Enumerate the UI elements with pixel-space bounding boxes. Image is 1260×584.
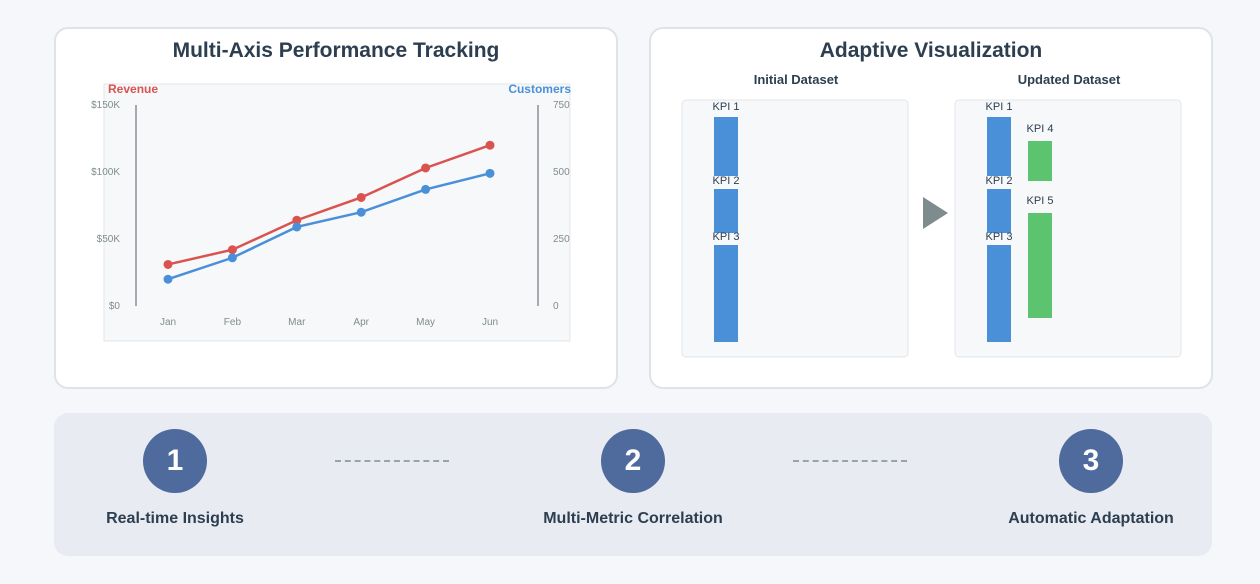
right-tick-label: 750: [553, 100, 570, 111]
x-tick-label: Jun: [482, 317, 498, 328]
line-chart: Revenue Customers $0 $50K $100K $150K 0 250 500 7…: [91, 82, 571, 342]
updated-kpi-label: KPI 1: [986, 101, 1013, 113]
data-point-revenue: [163, 259, 173, 269]
step-3: 3 Automatic Adaptation: [961, 413, 1221, 556]
left-tick-label: $0: [109, 301, 121, 312]
data-point-revenue: [356, 192, 366, 202]
initial-kpi-bar: [714, 117, 738, 176]
right-axis-label: Customers: [508, 82, 571, 96]
step-number: 2: [601, 429, 665, 493]
adaptive-visualization-card: Adaptive Visualization Initial Dataset Up…: [649, 27, 1213, 389]
updated-dataset-label: Updated Dataset: [1018, 72, 1121, 87]
updated-dataset-panel: [954, 99, 1182, 358]
step-connector: [793, 460, 907, 462]
right-tick-label: 0: [553, 301, 559, 312]
chart-title: Multi-Axis Performance Tracking: [172, 39, 500, 62]
initial-kpi-bar: [714, 189, 738, 233]
data-point-revenue: [227, 245, 237, 255]
plot-area: [103, 83, 571, 342]
step-2: 2 Multi-Metric Correlation: [503, 413, 763, 556]
x-tick-label: Apr: [353, 317, 369, 328]
updated-kpi-bar: [987, 117, 1011, 176]
initial-kpi-label: KPI 3: [713, 231, 740, 243]
step-1: 1 Real-time Insights: [45, 413, 305, 556]
step-label: Multi-Metric Correlation: [543, 510, 723, 527]
step-connector: [335, 460, 449, 462]
updated-kpi-bar: [987, 245, 1011, 342]
data-point-revenue: [421, 163, 431, 173]
step-label: Automatic Adaptation: [1008, 510, 1174, 527]
step-label: Real-time Insights: [106, 510, 244, 527]
left-tick-label: $100K: [91, 167, 120, 178]
series-line-revenue: [167, 144, 491, 266]
data-point-revenue: [292, 215, 302, 225]
process-steps: 1 Real-time Insights 2 Multi-Metric Corr…: [54, 413, 1212, 556]
data-point-customers: [163, 274, 173, 284]
series-line-customers: [167, 172, 491, 281]
data-point-customers: [356, 207, 366, 217]
x-tick-label: Mar: [288, 317, 306, 328]
updated-kpi-label: KPI 2: [986, 175, 1013, 187]
x-tick-label: Jan: [160, 317, 176, 328]
initial-kpi-label: KPI 2: [713, 175, 740, 187]
data-point-customers: [485, 168, 495, 178]
initial-dataset-label: Initial Dataset: [754, 72, 839, 87]
data-point-revenue: [485, 140, 495, 150]
transition-arrow-icon: [923, 197, 948, 229]
initial-dataset-panel: [681, 99, 909, 358]
x-tick-label: Feb: [224, 317, 242, 328]
data-point-customers: [421, 184, 431, 194]
right-tick-label: 500: [553, 167, 570, 178]
left-tick-label: $50K: [97, 234, 121, 245]
data-point-customers: [292, 222, 302, 232]
step-number: 3: [1059, 429, 1123, 493]
updated-kpi-bar: [987, 189, 1011, 233]
updated-kpi-label: KPI 5: [1027, 195, 1054, 207]
adaptive-title: Adaptive Visualization: [819, 39, 1043, 62]
left-tick-label: $150K: [91, 100, 120, 111]
updated-kpi-label: KPI 4: [1027, 123, 1054, 135]
updated-kpi-label: KPI 3: [986, 231, 1013, 243]
left-axis-label: Revenue: [108, 82, 158, 96]
updated-kpi-bar: [1028, 141, 1052, 181]
data-point-customers: [227, 253, 237, 263]
x-tick-label: May: [416, 317, 435, 328]
performance-chart-card: Multi-Axis Performance Tracking Revenue C…: [54, 27, 618, 389]
step-number: 1: [143, 429, 207, 493]
updated-kpi-bar: [1028, 213, 1052, 318]
initial-kpi-bar: [714, 245, 738, 342]
kpi-chart: Initial Dataset Updated Dataset KPI 1 KPI 2…: [681, 72, 1182, 358]
initial-kpi-label: KPI 1: [713, 101, 740, 113]
right-tick-label: 250: [553, 234, 570, 245]
